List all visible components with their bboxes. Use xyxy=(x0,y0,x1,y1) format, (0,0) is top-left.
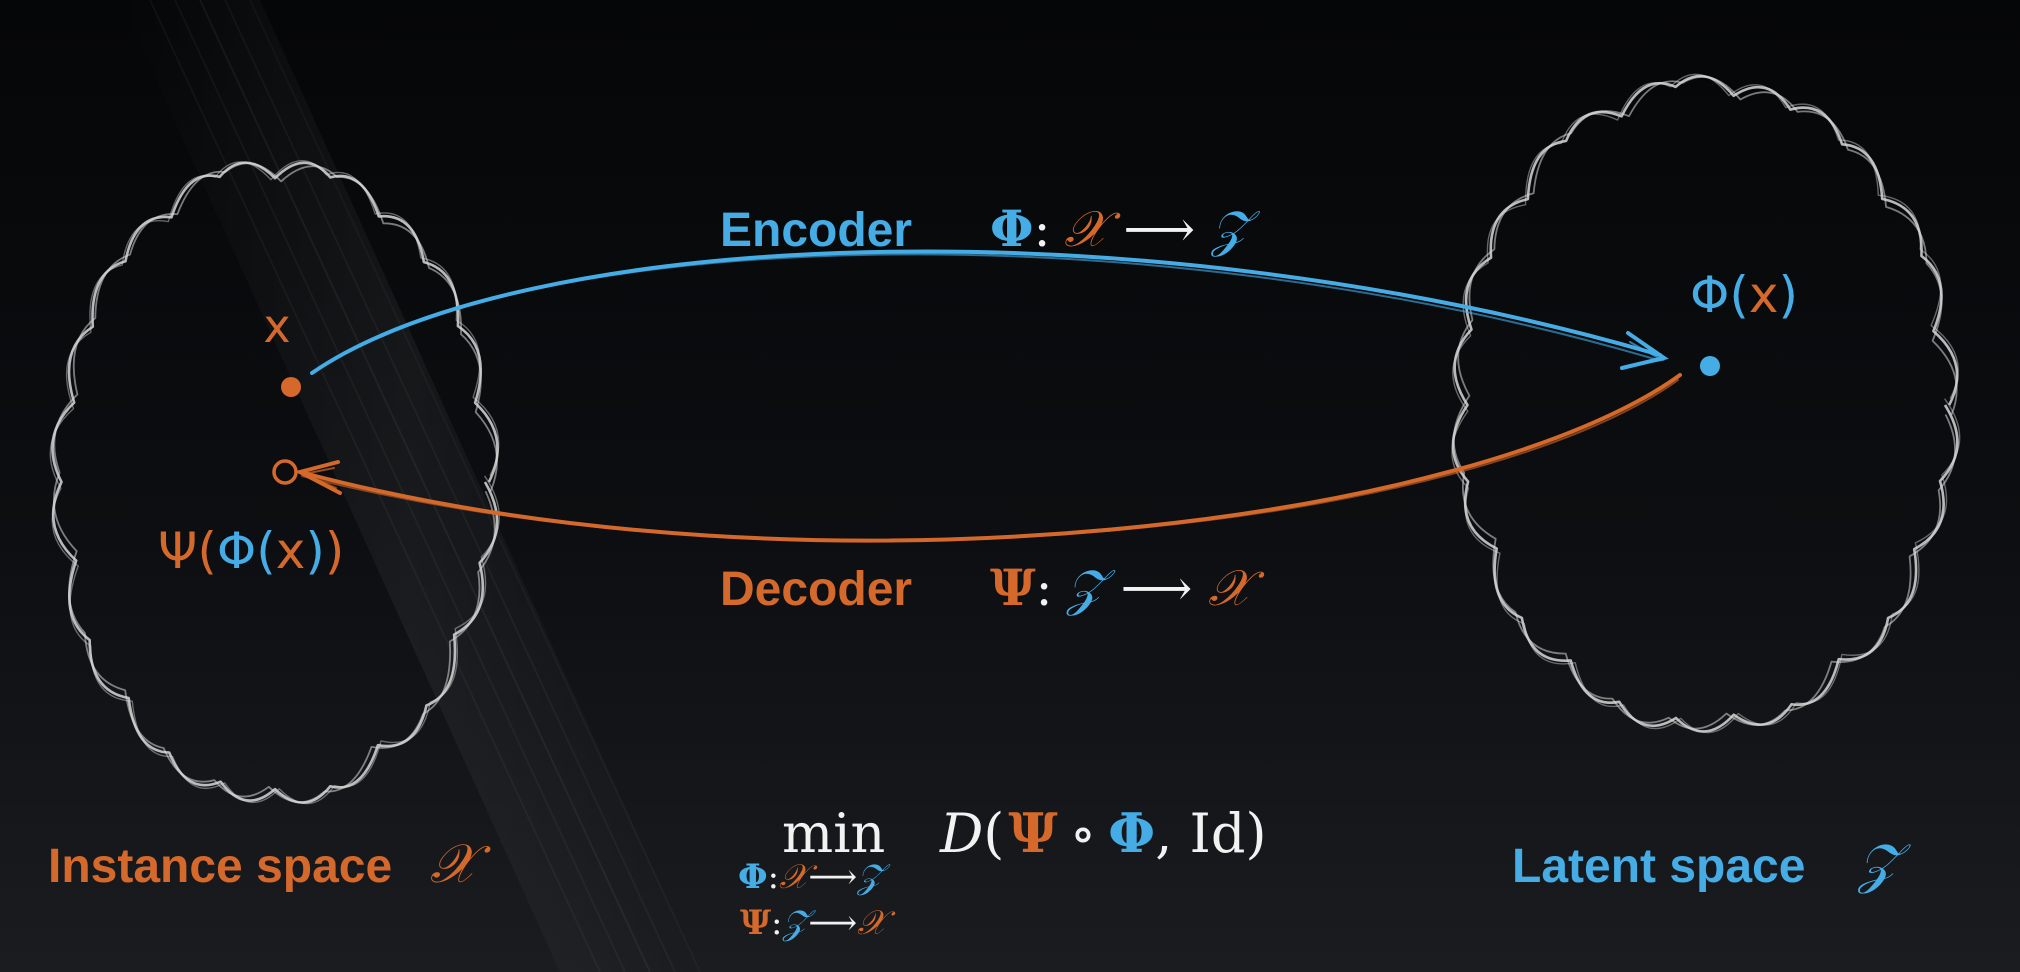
input-point xyxy=(281,377,301,397)
encoder-arrow xyxy=(310,249,1669,375)
input-point-label: x xyxy=(263,299,290,353)
instance-space-symbol: 𝒳 xyxy=(430,832,491,895)
decoder-label: Decoder xyxy=(720,563,912,616)
instance-space-cloud xyxy=(49,160,500,805)
cloud-outline-stroke xyxy=(1452,75,1958,730)
encoder-signature: Φ: 𝒳 ⟶ 𝒵 xyxy=(990,199,1261,258)
decoder-arrow xyxy=(294,373,1682,543)
min-operator: min xyxy=(782,802,885,865)
objective-expression: D(Ψ ∘ Φ, Id) xyxy=(939,801,1267,865)
cloud-outline-stroke xyxy=(1451,73,1961,734)
instance-space-label: Instance space xyxy=(48,840,392,893)
objective-formula: min D(Ψ ∘ Φ, Id) Φ:𝒳⟶𝒵 Ψ:𝒵⟶𝒳 xyxy=(738,801,1267,943)
min-subscript-decoder: Ψ:𝒵⟶𝒳 xyxy=(740,903,896,943)
cloud-outline-stroke xyxy=(49,160,500,805)
latent-point xyxy=(1700,356,1720,376)
background-rays xyxy=(120,0,700,972)
decoder-signature: Ψ: 𝒵 ⟶ 𝒳 xyxy=(990,558,1265,617)
latent-point-label: Φ(x) xyxy=(1690,266,1798,324)
latent-space-symbol: 𝒵 xyxy=(1857,832,1911,895)
latent-space-label: Latent space xyxy=(1512,840,1805,893)
reconstruction-point xyxy=(272,459,298,485)
latent-space-cloud xyxy=(1451,73,1961,734)
cloud-outline-stroke xyxy=(53,162,498,804)
cloud-outline-stroke xyxy=(1451,74,1959,733)
min-subscript-encoder: Φ:𝒳⟶𝒵 xyxy=(738,857,891,897)
cloud-outline-stroke xyxy=(51,161,499,804)
reconstruction-label: Ψ(Φ(x)) xyxy=(158,522,344,580)
encoder-label: Encoder xyxy=(720,204,912,257)
